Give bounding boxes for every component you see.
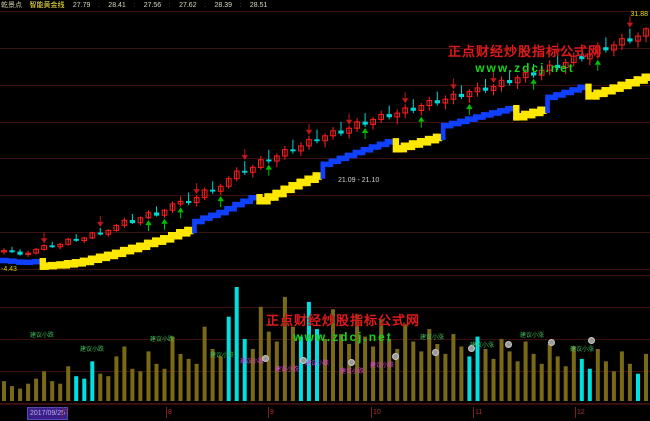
x-axis-tick-mark: [473, 407, 474, 418]
x-axis-tick-label: 7: [65, 409, 69, 416]
signal-tag-green: 建议小跌: [210, 353, 235, 359]
price-chart-panel[interactable]: 31.88 21.09 - 21.10 正点财经炒股指标公式网 www.zdcj…: [0, 11, 650, 273]
x-axis-tick-label: 8: [168, 409, 172, 416]
signal-tag-green: 建议小跌: [30, 333, 55, 339]
header-separator-1: :: [97, 2, 100, 9]
signal-dot-marker: [392, 353, 399, 360]
x-axis-tick-label: 9: [270, 409, 274, 416]
signal-dot-marker: [505, 341, 512, 348]
gridline: [0, 48, 650, 49]
last-price-label: 31.88: [630, 11, 648, 18]
x-axis-tick-label: 12: [577, 409, 585, 416]
stock-name-label: 乾景点: [1, 2, 22, 9]
header-value-5: 28.39: [214, 2, 232, 9]
x-axis[interactable]: 2017/09/25 7 8 9 10 11 12: [0, 404, 650, 421]
gridline: [0, 307, 650, 308]
signal-tag-green: 建议小跌: [80, 347, 105, 353]
gridline: [0, 85, 650, 86]
signal-tag-magenta: 建议小跌: [240, 359, 265, 365]
header-value-4: 27.62: [179, 2, 197, 9]
midline-price-label: 21.09 - 21.10: [338, 177, 380, 184]
selected-date-label: 2017/09/25: [27, 407, 69, 420]
gridline: [0, 158, 650, 159]
signal-dot-marker: [588, 337, 595, 344]
panel-divider-value-label: -4.43: [1, 266, 17, 273]
gridline: [0, 11, 650, 12]
signal-dot-marker: [300, 357, 307, 364]
gridline: [0, 403, 650, 404]
header-value-2: 28.41: [108, 2, 126, 9]
gridline: [0, 275, 650, 276]
gridline: [0, 122, 650, 123]
signal-tag-green: 建议小涨: [470, 343, 495, 349]
signal-dot-marker: [262, 355, 269, 362]
signal-tag-green: 建议小涨: [420, 335, 445, 341]
gridline: [0, 232, 650, 233]
signal-dot-marker: [548, 339, 555, 346]
signal-tag-green: 建议小涨: [570, 347, 595, 353]
signal-tag-magenta: 建议小跌: [340, 369, 365, 375]
x-axis-tick-mark: [166, 407, 167, 418]
volume-signal-panel[interactable]: 建议小跌 建议小跌 建议小跌 建议小跌 建议小涨 建议小涨 建议小涨 建议小涨 建议小跌 建议小跌…: [0, 275, 650, 405]
x-axis-tick-label: 11: [475, 409, 483, 416]
signal-dot-marker: [468, 345, 475, 352]
header-separator-4: :: [204, 2, 207, 9]
x-axis-tick-mark: [575, 407, 576, 418]
header-separator-2: :: [133, 2, 136, 9]
header-value-6: 28.51: [249, 2, 268, 9]
signal-tag-green: 建议小跌: [150, 337, 175, 343]
gridline: [0, 269, 650, 270]
indicator-name-label: 智能黄金线: [29, 2, 65, 9]
x-axis-tick-mark: [63, 407, 64, 418]
gridline: [0, 195, 650, 196]
signal-dot-marker: [432, 349, 439, 356]
header-separator-5: :: [239, 2, 242, 9]
signal-tag-magenta: 建议小跌: [370, 363, 395, 369]
signal-tag-green: 建议小涨: [520, 333, 545, 339]
volume-bar-plot: [2, 287, 648, 401]
signal-dot-marker: [348, 359, 355, 366]
x-axis-tick-mark: [371, 407, 372, 418]
signal-tag-magenta: 建议小跌: [305, 361, 330, 367]
header-separator-3: :: [168, 2, 171, 9]
header-value-1: 27.79: [72, 2, 91, 9]
x-axis-tick-mark: [268, 407, 269, 418]
signal-tag-magenta: 建议小跌: [275, 367, 300, 373]
candlestick-plot: [0, 16, 650, 270]
x-axis-tick-label: 10: [373, 409, 381, 416]
header-value-3: 27.56: [143, 2, 162, 9]
